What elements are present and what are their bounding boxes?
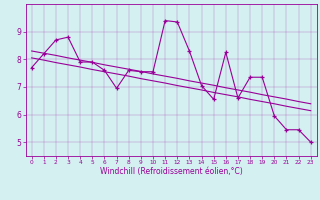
X-axis label: Windchill (Refroidissement éolien,°C): Windchill (Refroidissement éolien,°C) <box>100 167 243 176</box>
